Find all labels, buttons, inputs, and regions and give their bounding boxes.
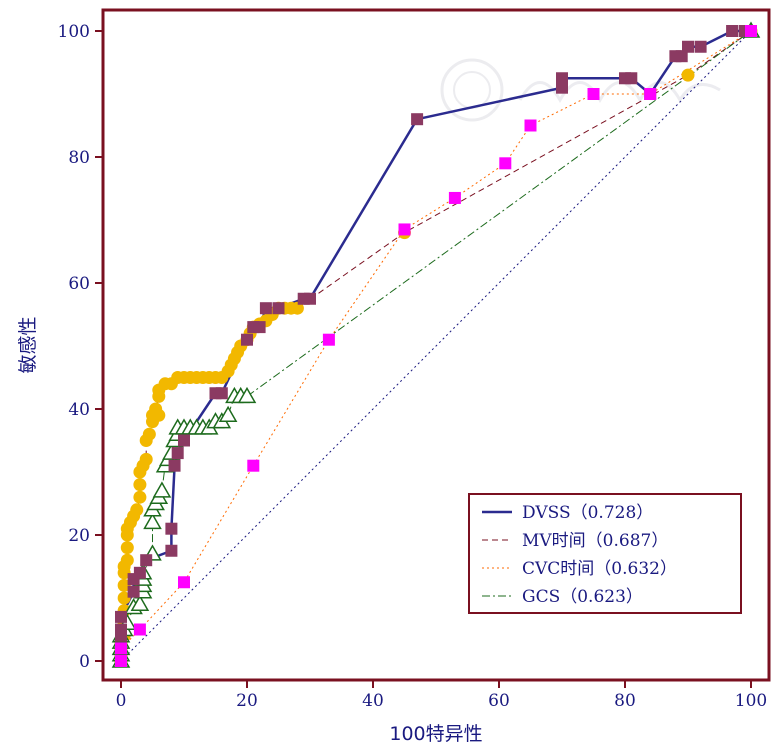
y-tick-label: 40 xyxy=(68,400,90,420)
dvss-point xyxy=(178,434,190,447)
mv-point xyxy=(149,402,163,416)
dvss-point xyxy=(165,544,178,557)
dvss-point xyxy=(241,333,253,346)
dvss-point xyxy=(165,522,178,535)
legend-label-cvc: CVC时间（0.632） xyxy=(522,559,677,579)
dvss-point xyxy=(556,72,568,85)
dvss-point xyxy=(140,554,153,567)
series-markers xyxy=(111,21,761,668)
legend: DVSS（0.728） MV时间（0.687） CVC时间（0.632） GCS（0.… xyxy=(468,493,742,614)
y-axis-label: 敏感性 xyxy=(17,316,39,373)
cvc-point xyxy=(178,576,190,589)
dvss-point xyxy=(127,585,140,598)
cvc-point xyxy=(587,88,600,100)
dvss-point xyxy=(253,321,266,334)
watermark-logo xyxy=(440,58,721,122)
x-axis-ticks: 0 20 40 60 80 100 xyxy=(116,680,767,711)
mv-point xyxy=(120,553,134,567)
y-tick-label: 100 xyxy=(58,22,90,42)
dvss-point xyxy=(726,25,739,37)
x-tick-label: 60 xyxy=(488,691,510,711)
legend-label-dvss: DVSS（0.728） xyxy=(522,503,653,523)
mv-point xyxy=(133,490,147,504)
dvss-point xyxy=(168,459,181,472)
legend-label-gcs: GCS（0.623） xyxy=(522,587,643,607)
dvss-point xyxy=(556,81,568,94)
gcs-point xyxy=(218,405,238,423)
plot-frame xyxy=(101,8,771,682)
dvss-point xyxy=(682,40,694,53)
cvc-point xyxy=(115,655,127,667)
cvc-point xyxy=(398,223,411,236)
gcs-point xyxy=(152,481,172,498)
dvss-point xyxy=(411,113,424,126)
legend-label-mv: MV时间（0.687） xyxy=(522,531,668,551)
cvc-point xyxy=(499,157,512,170)
gcs-point xyxy=(143,512,162,530)
cvc-point xyxy=(115,642,127,655)
cvc-point xyxy=(745,25,757,37)
mv-point xyxy=(681,68,695,82)
cvc-point xyxy=(322,333,335,346)
x-tick-label: 100 xyxy=(735,691,767,711)
dvss-point xyxy=(272,302,285,315)
cvc-point xyxy=(524,119,537,132)
y-tick-label: 60 xyxy=(68,274,90,294)
mv-point xyxy=(139,452,153,466)
mv-point xyxy=(142,427,156,441)
gcs-point xyxy=(130,594,150,612)
mv-point xyxy=(130,503,144,517)
diagonal-line xyxy=(120,30,752,662)
y-tick-label: 20 xyxy=(68,526,90,546)
cvc-point xyxy=(247,459,260,472)
dvss-point xyxy=(115,623,127,636)
x-tick-label: 20 xyxy=(236,691,258,711)
cvc-point xyxy=(448,191,461,204)
mv-point xyxy=(117,578,131,592)
mv-point xyxy=(120,541,134,555)
gcs-point xyxy=(237,386,257,404)
dvss-point xyxy=(133,566,146,579)
cvc-point xyxy=(644,88,657,100)
dvss-point xyxy=(247,321,260,334)
reference-diagonal xyxy=(120,30,752,662)
cvc-point xyxy=(133,623,146,636)
dvss-point xyxy=(694,40,707,53)
x-tick-label: 0 xyxy=(116,691,127,711)
legend-box xyxy=(468,493,742,614)
dvss-point xyxy=(259,302,272,315)
dvss-point xyxy=(675,50,688,63)
x-axis-label: 100特异性 xyxy=(389,723,482,745)
dvss-point xyxy=(115,610,127,623)
mv-point xyxy=(290,301,304,315)
y-tick-label: 80 xyxy=(68,148,90,168)
y-axis-ticks: 0 20 40 60 80 100 xyxy=(58,22,103,672)
dvss-point xyxy=(171,447,184,460)
dvss-point xyxy=(625,72,638,85)
x-tick-label: 80 xyxy=(614,691,636,711)
y-tick-label: 0 xyxy=(79,652,90,672)
mv-point xyxy=(117,591,131,605)
dvss-point xyxy=(304,292,316,305)
mv-point xyxy=(133,478,147,492)
dvss-point xyxy=(215,387,228,400)
x-tick-label: 40 xyxy=(362,691,384,711)
